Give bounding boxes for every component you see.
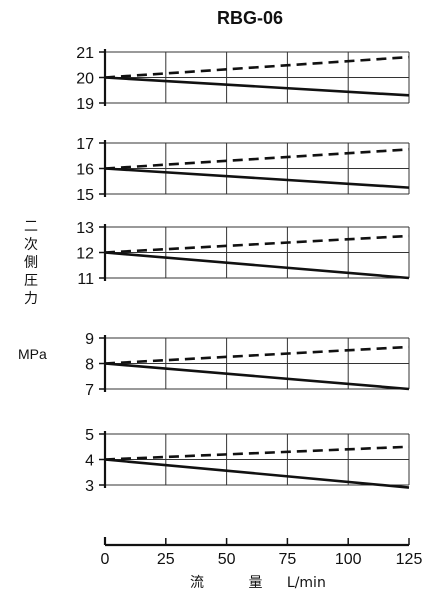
series-line-dashed — [104, 445, 410, 461]
series-line-solid — [104, 167, 410, 189]
y-tick-label: 17 — [76, 136, 94, 153]
y-axis-label: 二 次 側 圧 力 — [19, 218, 43, 308]
y-tick-label: 15 — [76, 187, 94, 204]
y-tick-label: 13 — [76, 220, 94, 237]
y-axis-label-char: 二 — [24, 219, 38, 235]
y-tick-label: 21 — [76, 45, 94, 62]
series-line-solid — [104, 362, 410, 391]
series-line-solid — [104, 76, 410, 97]
y-tick-label: 20 — [76, 71, 94, 88]
y-axis-label-char: 力 — [24, 291, 38, 307]
y-tick-label: 7 — [85, 382, 94, 399]
x-tick-label: 100 — [335, 551, 362, 568]
y-tick-label: 8 — [85, 357, 94, 374]
y-axis-label-char: 次 — [24, 237, 38, 253]
x-axis-label: 流 量 L/min — [190, 572, 326, 592]
x-tick-label: 0 — [101, 551, 110, 568]
y-tick-label: 4 — [85, 453, 94, 470]
series-line-dashed — [104, 148, 410, 170]
series-line-solid — [104, 251, 410, 280]
y-axis-label-char: 側 — [24, 255, 38, 271]
series-line-solid — [104, 458, 410, 489]
x-tick-label: 50 — [218, 551, 236, 568]
chart-title: RBG-06 — [216, 8, 283, 28]
series-line-dashed — [104, 345, 410, 365]
y-tick-label: 9 — [85, 331, 94, 348]
y-tick-label: 16 — [76, 162, 94, 179]
y-tick-label: 5 — [85, 427, 94, 444]
series-line-dashed — [104, 55, 410, 79]
x-tick-label: 75 — [279, 551, 297, 568]
y-tick-label: 19 — [76, 96, 94, 113]
x-tick-label: 125 — [396, 551, 423, 568]
series-line-dashed — [104, 234, 410, 254]
y-tick-label: 11 — [77, 271, 94, 288]
x-axis-title: 流 量 — [190, 575, 283, 591]
y-axis-label-char: 圧 — [24, 273, 38, 289]
y-axis-unit: MPa — [18, 346, 47, 362]
y-tick-label: 12 — [76, 246, 94, 263]
x-axis-unit: L/min — [286, 575, 326, 591]
y-tick-label: 3 — [85, 478, 94, 495]
x-tick-label: 25 — [157, 551, 175, 568]
